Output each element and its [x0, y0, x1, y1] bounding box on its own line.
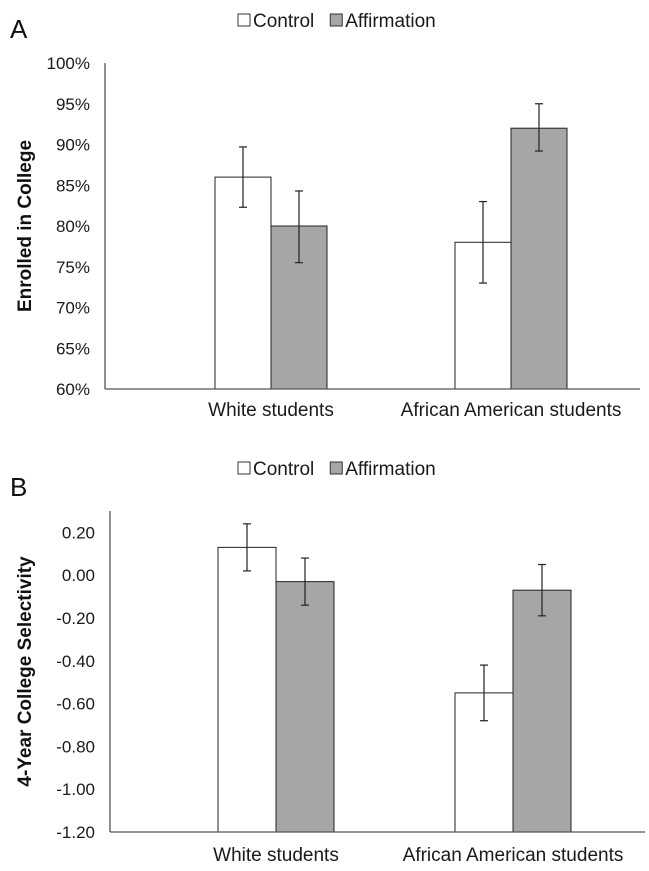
- y-tick-label: 75%: [56, 258, 90, 277]
- bar-control: [214, 176, 272, 390]
- y-tick-label: -0.40: [56, 652, 95, 671]
- legend-swatch-control: [237, 13, 251, 27]
- legend-swatch-control: [237, 461, 251, 475]
- y-tick-label: 100%: [47, 54, 90, 73]
- y-tick-label: -0.60: [56, 695, 95, 714]
- y-tick-label: 0.00: [62, 566, 95, 585]
- y-axis-label: Enrolled in College: [15, 140, 36, 312]
- y-tick-label: 65%: [56, 339, 90, 358]
- y-tick-label: 95%: [56, 95, 90, 114]
- y-tick-label: -0.80: [56, 737, 95, 756]
- x-category-label: African American students: [403, 845, 624, 866]
- y-tick-label: -0.20: [56, 609, 95, 628]
- y-tick-label: -1.00: [56, 780, 95, 799]
- panel-label: A: [10, 14, 28, 44]
- bar-affirmation: [510, 127, 568, 390]
- x-category-label: African American students: [401, 400, 622, 421]
- legend-swatch-affirmation: [329, 461, 343, 475]
- y-tick-label: 80%: [56, 217, 90, 236]
- legend-label-control: Control: [253, 11, 314, 32]
- chart-panel-b: B Control Affirmation -1.20 -1.00 -0.80 -0.60 -…: [10, 459, 645, 866]
- panel-label: B: [10, 472, 27, 502]
- bar-control: [217, 546, 277, 833]
- legend-label-control: Control: [253, 459, 314, 480]
- y-tick-label: 0.20: [62, 523, 95, 542]
- y-tick-label: 85%: [56, 176, 90, 195]
- y-axis-label: 4-Year College Selectivity: [15, 556, 36, 787]
- y-tick-label: 70%: [56, 299, 90, 318]
- chart-panel-a: A Control Affirmation 60% 65% 70% 75% 80% 85% 90%…: [10, 11, 640, 421]
- y-tick-label: -1.20: [56, 823, 95, 842]
- x-category-label: White students: [208, 400, 334, 421]
- legend-label-affirmation: Affirmation: [345, 11, 435, 32]
- bar-affirmation: [275, 581, 335, 833]
- y-tick-label: 90%: [56, 136, 90, 155]
- legend-swatch-affirmation: [329, 13, 343, 27]
- legend-label-affirmation: Affirmation: [345, 459, 435, 480]
- x-category-label: White students: [213, 845, 339, 866]
- y-tick-label: 60%: [56, 380, 90, 399]
- bar-affirmation: [512, 589, 572, 833]
